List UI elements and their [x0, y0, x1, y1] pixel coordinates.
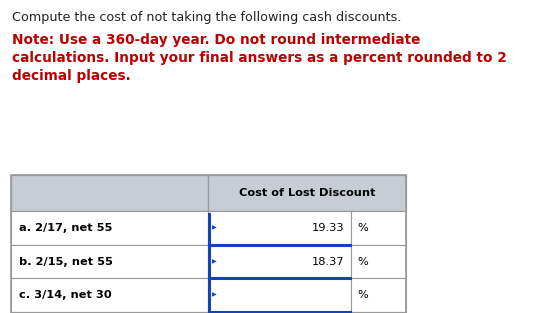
Text: 19.33: 19.33: [311, 223, 344, 233]
Bar: [11, 312, 208, 313]
Bar: [351, 312, 406, 313]
Text: ▶: ▶: [212, 259, 216, 264]
Text: ▶: ▶: [212, 226, 216, 230]
Text: Cost of Lost Discount: Cost of Lost Discount: [238, 188, 375, 198]
Text: a. 2/17, net 55: a. 2/17, net 55: [19, 223, 112, 233]
Text: c. 3/14, net 30: c. 3/14, net 30: [19, 290, 112, 300]
Text: %: %: [357, 290, 368, 300]
Bar: [208, 245, 351, 278]
Bar: [11, 278, 208, 312]
Bar: [208, 312, 351, 313]
Bar: [351, 278, 406, 312]
Text: Compute the cost of not taking the following cash discounts.: Compute the cost of not taking the follo…: [12, 11, 402, 24]
Bar: [11, 175, 208, 211]
Text: b. 2/15, net 55: b. 2/15, net 55: [19, 257, 113, 266]
Bar: [208, 278, 351, 312]
Text: 18.37: 18.37: [311, 257, 344, 266]
Bar: [11, 245, 208, 278]
Text: Note: Use a 360-day year. Do not round intermediate
calculations. Input your fin: Note: Use a 360-day year. Do not round i…: [12, 33, 507, 83]
Bar: [208, 211, 351, 245]
Bar: [351, 211, 406, 245]
Bar: [11, 211, 208, 245]
Bar: [11, 175, 406, 313]
Bar: [351, 245, 406, 278]
Text: ▶: ▶: [212, 293, 216, 297]
Bar: [208, 175, 406, 211]
Text: %: %: [357, 257, 368, 266]
Text: %: %: [357, 223, 368, 233]
